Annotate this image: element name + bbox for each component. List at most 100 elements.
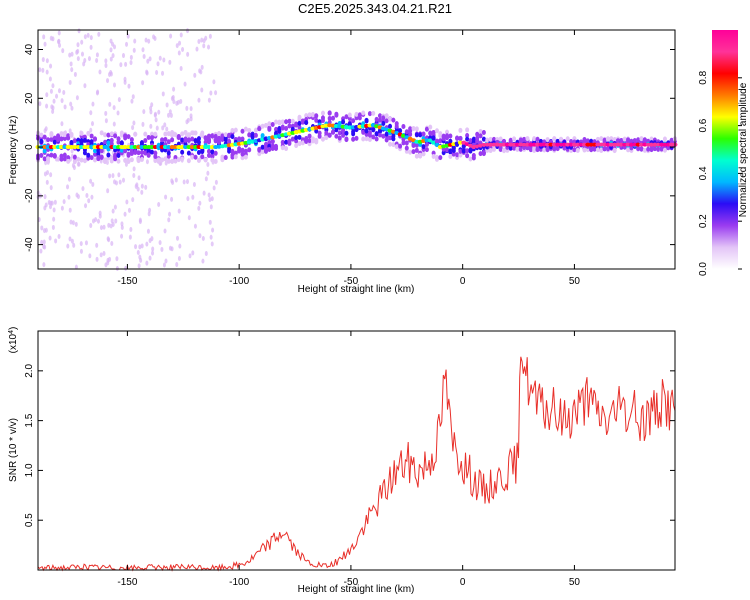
heatmap-cell	[431, 135, 436, 141]
heatmap-cell	[119, 140, 124, 146]
heatmap-cell	[414, 132, 419, 138]
spectrogram-x-tick-label: 50	[569, 276, 581, 287]
heatmap-cell	[642, 137, 647, 143]
colorbar: 0.0 0.2 0.4 0.6 0.8 Normalized spectral ampl…	[698, 30, 749, 276]
heatmap-speckle	[185, 119, 189, 125]
heatmap-speckle	[170, 246, 174, 252]
heatmap-speckle	[201, 258, 205, 264]
heatmap-cell	[304, 113, 309, 119]
heatmap-cell	[42, 134, 47, 140]
heatmap-speckle	[51, 224, 55, 230]
heatmap-cell	[86, 152, 91, 158]
heatmap-speckle	[53, 199, 57, 205]
heatmap-speckle	[132, 120, 136, 126]
heatmap-cell	[377, 117, 382, 123]
heatmap-speckle	[70, 105, 74, 111]
heatmap-cell	[203, 139, 208, 145]
heatmap-cell	[200, 132, 205, 138]
heatmap-speckle	[178, 40, 182, 46]
heatmap-speckle	[95, 52, 99, 58]
heatmap-cell	[143, 131, 148, 137]
heatmap-cell	[213, 138, 218, 144]
heatmap-cell	[445, 135, 450, 141]
heatmap-cell	[280, 145, 285, 151]
heatmap-speckle	[110, 241, 114, 247]
heatmap-speckle	[131, 125, 135, 131]
heatmap-speckle	[187, 215, 191, 221]
heatmap-speckle	[170, 196, 174, 202]
heatmap-cell	[485, 137, 490, 143]
heatmap-cell	[612, 137, 617, 143]
heatmap-cell	[465, 133, 470, 139]
heatmap-cell	[327, 110, 332, 116]
heatmap-speckle	[169, 112, 173, 118]
heatmap-speckle	[47, 200, 51, 206]
heatmap-speckle	[214, 90, 218, 96]
heatmap-cell	[468, 148, 473, 154]
heatmap-speckle	[129, 54, 133, 60]
heatmap-cell	[448, 138, 453, 144]
heatmap-speckle	[113, 204, 117, 210]
heatmap-speckle	[62, 199, 66, 205]
heatmap-cell	[186, 150, 191, 156]
heatmap-cell	[79, 130, 84, 136]
heatmap-speckle	[88, 253, 92, 259]
heatmap-cell	[310, 112, 315, 118]
heatmap-speckle	[145, 69, 149, 75]
heatmap-speckle	[49, 88, 53, 94]
snr-y-tick-label: 0.5	[24, 513, 35, 527]
heatmap-cell	[441, 150, 446, 156]
heatmap-cell	[364, 128, 369, 134]
heatmap-speckle	[68, 79, 72, 85]
heatmap-cell	[351, 118, 356, 124]
heatmap-cell	[421, 144, 426, 150]
heatmap-cell	[126, 134, 131, 140]
heatmap-cell	[270, 145, 275, 151]
heatmap-speckle	[200, 64, 204, 70]
heatmap-speckle	[119, 62, 123, 68]
heatmap-cell	[210, 133, 215, 139]
heatmap-speckle	[43, 171, 47, 177]
snr-x-tick-label: -50	[344, 577, 359, 588]
heatmap-speckle	[63, 104, 67, 110]
heatmap-speckle	[43, 194, 47, 200]
heatmap-speckle	[89, 44, 93, 50]
heatmap-cell	[478, 151, 483, 157]
heatmap-speckle	[172, 86, 176, 92]
heatmap-speckle	[198, 68, 202, 74]
heatmap-speckle	[129, 226, 133, 232]
heatmap-cell	[196, 158, 201, 164]
heatmap-cell	[103, 132, 108, 138]
heatmap-cell	[481, 149, 486, 155]
snr-x-tick-label: -100	[229, 577, 249, 588]
spectrogram-x-tick-label: -100	[229, 276, 249, 287]
heatmap-cell	[160, 137, 165, 143]
heatmap-cell	[109, 155, 114, 161]
heatmap-cell	[146, 152, 151, 158]
heatmap-cell	[398, 143, 403, 149]
heatmap-cell	[344, 137, 349, 143]
heatmap-cell	[196, 139, 201, 145]
heatmap-cell	[193, 138, 198, 144]
spectrogram-x-label: Height of straight line (km)	[298, 284, 415, 295]
heatmap-speckle	[192, 181, 196, 187]
heatmap-cell	[129, 150, 134, 156]
spectrogram-frame	[37, 29, 676, 270]
heatmap-speckle	[45, 179, 49, 185]
heatmap-cell	[277, 120, 282, 126]
heatmap-cell	[92, 136, 97, 142]
heatmap-cell	[371, 110, 376, 116]
heatmap-speckle	[115, 256, 119, 262]
heatmap-speckle	[151, 250, 155, 256]
heatmap-cell	[636, 146, 641, 152]
heatmap-cell	[119, 130, 124, 136]
heatmap-cell	[96, 147, 101, 153]
heatmap-cell	[243, 148, 248, 154]
heatmap-speckle	[157, 201, 161, 207]
heatmap-speckle	[181, 47, 185, 53]
heatmap-cell	[465, 148, 470, 154]
heatmap-cell	[274, 130, 279, 136]
heatmap-cell	[173, 158, 178, 164]
heatmap-cell	[173, 132, 178, 138]
heatmap-speckle	[165, 126, 169, 132]
